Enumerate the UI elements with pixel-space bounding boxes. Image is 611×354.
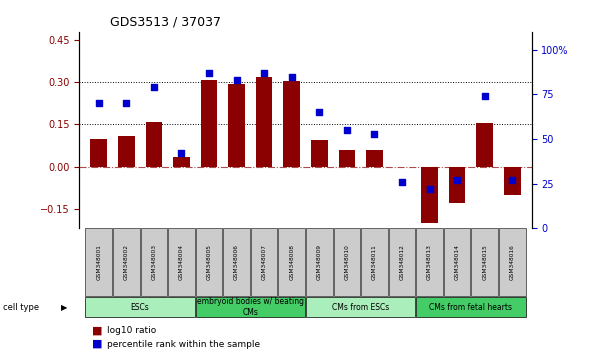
Text: GSM348005: GSM348005 <box>207 244 211 280</box>
Text: GSM348009: GSM348009 <box>316 244 322 280</box>
Text: GSM348013: GSM348013 <box>427 244 432 280</box>
Text: GSM348010: GSM348010 <box>345 244 349 280</box>
Bar <box>449 167 466 203</box>
Text: ■: ■ <box>92 339 102 349</box>
Point <box>425 186 434 192</box>
Text: GSM348004: GSM348004 <box>179 244 184 280</box>
Bar <box>416 297 525 318</box>
Text: GSM348014: GSM348014 <box>455 244 459 280</box>
Bar <box>472 228 498 296</box>
Point <box>342 127 352 133</box>
Bar <box>361 228 387 296</box>
Point <box>507 177 517 183</box>
Bar <box>504 167 521 195</box>
Bar <box>389 228 415 296</box>
Bar <box>284 81 300 167</box>
Bar <box>113 228 139 296</box>
Text: GSM348012: GSM348012 <box>400 244 404 280</box>
Point <box>94 101 104 106</box>
Bar <box>173 157 189 167</box>
Bar <box>90 138 107 167</box>
Point <box>315 109 324 115</box>
Point <box>287 74 296 79</box>
Bar <box>306 297 415 318</box>
Bar <box>196 297 305 318</box>
Text: GSM348002: GSM348002 <box>124 244 129 280</box>
Bar <box>224 228 250 296</box>
Point <box>122 101 131 106</box>
Point <box>452 177 462 183</box>
Point <box>259 70 269 76</box>
Text: GSM348016: GSM348016 <box>510 244 515 280</box>
Text: GSM348001: GSM348001 <box>96 244 101 280</box>
Point <box>204 70 214 76</box>
Bar <box>256 77 273 167</box>
Bar <box>86 297 195 318</box>
Bar <box>145 122 162 167</box>
Bar <box>229 84 245 167</box>
Bar <box>366 150 382 167</box>
Text: GSM348008: GSM348008 <box>289 244 295 280</box>
Point <box>397 179 407 185</box>
Bar <box>444 228 470 296</box>
Point <box>232 77 241 83</box>
Point <box>177 150 186 156</box>
Text: GSM348007: GSM348007 <box>262 244 266 280</box>
Text: ▶: ▶ <box>60 303 67 312</box>
Bar <box>416 228 443 296</box>
Bar <box>201 80 218 167</box>
Text: GDS3513 / 37037: GDS3513 / 37037 <box>110 15 221 28</box>
Bar <box>338 150 355 167</box>
Point <box>480 93 489 99</box>
Bar <box>168 228 195 296</box>
Text: GSM348003: GSM348003 <box>152 244 156 280</box>
Bar <box>422 167 438 223</box>
Bar <box>279 228 305 296</box>
Bar <box>334 228 360 296</box>
Text: GSM348006: GSM348006 <box>234 244 239 280</box>
Text: ESCs: ESCs <box>131 303 150 312</box>
Text: CMs from fetal hearts: CMs from fetal hearts <box>430 303 513 312</box>
Text: embryoid bodies w/ beating
CMs: embryoid bodies w/ beating CMs <box>197 297 304 317</box>
Bar <box>499 228 525 296</box>
Bar <box>477 123 493 167</box>
Text: GSM348011: GSM348011 <box>372 244 377 280</box>
Bar <box>141 228 167 296</box>
Bar <box>118 136 134 167</box>
Text: GSM348015: GSM348015 <box>482 244 487 280</box>
Bar <box>306 228 332 296</box>
Text: cell type: cell type <box>3 303 39 312</box>
Point <box>370 131 379 137</box>
Text: CMs from ESCs: CMs from ESCs <box>332 303 389 312</box>
Point <box>149 84 159 90</box>
Bar <box>251 228 277 296</box>
Text: percentile rank within the sample: percentile rank within the sample <box>107 339 260 349</box>
Bar <box>86 228 112 296</box>
Text: ■: ■ <box>92 326 102 336</box>
Bar <box>196 228 222 296</box>
Bar <box>311 140 327 167</box>
Text: log10 ratio: log10 ratio <box>107 326 156 336</box>
